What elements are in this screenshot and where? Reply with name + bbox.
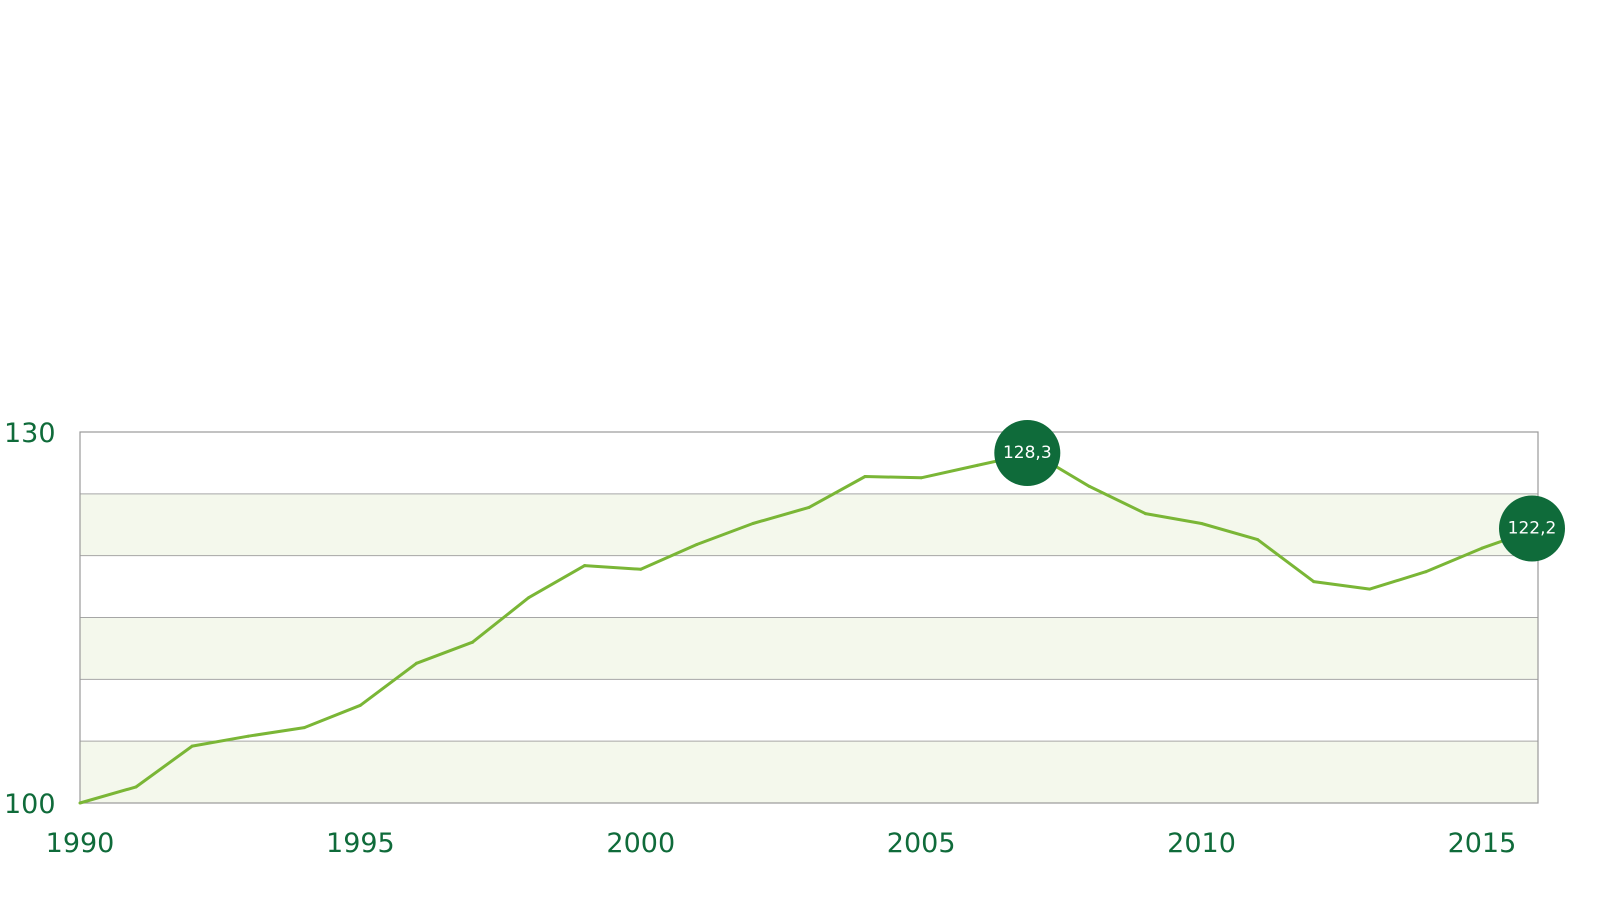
data-point bbox=[302, 726, 306, 730]
data-point bbox=[639, 567, 643, 571]
x-tick-label: 1990 bbox=[46, 828, 115, 859]
background-band bbox=[80, 617, 1538, 680]
y-tick-label: 100 bbox=[4, 789, 56, 820]
x-tick-label: 1995 bbox=[326, 828, 395, 859]
data-point bbox=[583, 564, 587, 568]
data-point bbox=[751, 522, 755, 526]
value-callout-peak: 128,3 bbox=[994, 420, 1061, 487]
background-bands bbox=[80, 493, 1538, 803]
data-point bbox=[695, 543, 699, 547]
data-point bbox=[1480, 546, 1484, 550]
data-point bbox=[1087, 484, 1091, 488]
data-point bbox=[358, 703, 362, 707]
data-point bbox=[807, 505, 811, 509]
data-point bbox=[1424, 570, 1428, 574]
x-tick-label: 2005 bbox=[887, 828, 956, 859]
y-tick-label: 130 bbox=[4, 418, 56, 449]
background-band bbox=[80, 493, 1538, 556]
callout-circle bbox=[994, 420, 1061, 487]
data-points bbox=[78, 451, 1540, 805]
data-point bbox=[78, 801, 82, 805]
data-point bbox=[190, 744, 194, 748]
x-tick-label: 2015 bbox=[1448, 828, 1517, 859]
plot-area-frame bbox=[79, 431, 1539, 804]
data-point bbox=[471, 640, 475, 644]
data-point bbox=[1256, 538, 1260, 542]
callout-label: 122,2 bbox=[1508, 518, 1557, 538]
x-tick-label: 2010 bbox=[1167, 828, 1236, 859]
x-axis-ticks: 1990 1995 2000 2005 2010 2015 bbox=[46, 828, 1517, 859]
value-callout-latest: 122,2 bbox=[1499, 495, 1565, 562]
x-tick-label: 2000 bbox=[606, 828, 675, 859]
data-point bbox=[975, 463, 979, 467]
data-point bbox=[919, 476, 923, 480]
gridlines bbox=[80, 493, 1538, 742]
data-point bbox=[527, 596, 531, 600]
data-point bbox=[1200, 522, 1204, 526]
y-axis-ticks: 100 130 bbox=[4, 418, 56, 820]
callout-label: 128,3 bbox=[1003, 443, 1052, 463]
data-point bbox=[1312, 580, 1316, 584]
data-point bbox=[1368, 587, 1372, 591]
data-point bbox=[246, 734, 250, 738]
value-callouts: 128,3 122,2 bbox=[994, 420, 1565, 562]
callout-circle bbox=[1499, 495, 1565, 562]
data-point bbox=[1143, 512, 1147, 516]
background-band bbox=[80, 741, 1538, 803]
data-point bbox=[414, 661, 418, 665]
data-point bbox=[134, 785, 138, 789]
data-point bbox=[863, 475, 867, 479]
